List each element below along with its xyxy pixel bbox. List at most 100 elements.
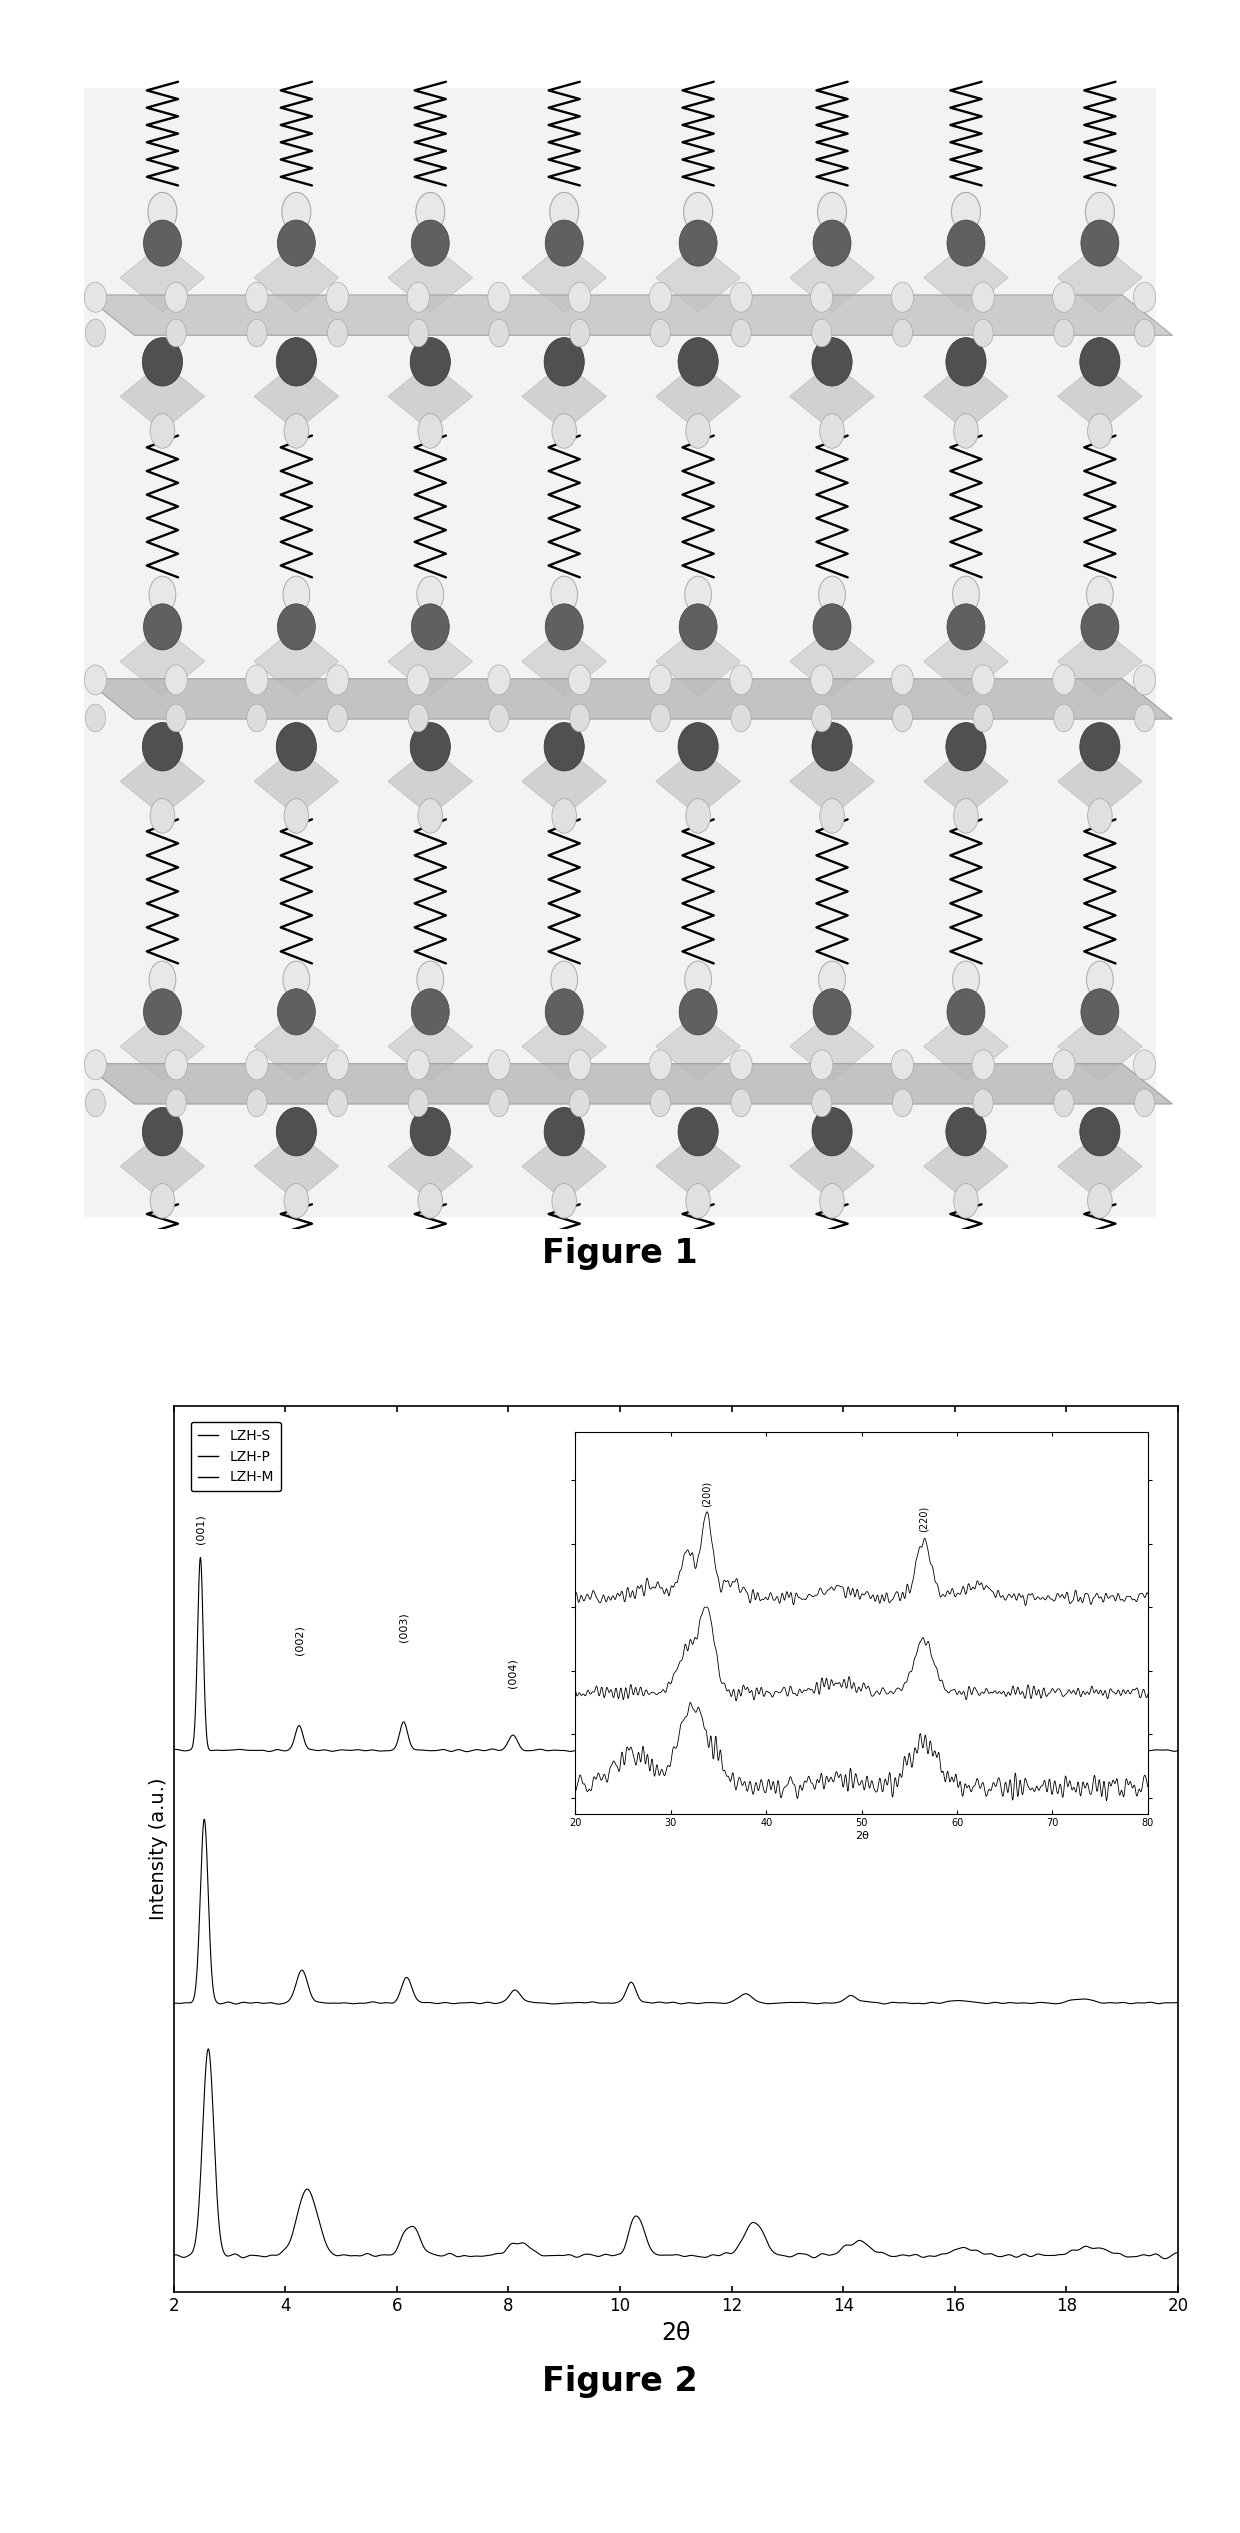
Polygon shape (84, 1064, 1173, 1104)
Ellipse shape (1080, 722, 1120, 770)
Ellipse shape (1135, 319, 1154, 347)
Polygon shape (84, 679, 1173, 719)
Ellipse shape (569, 1089, 590, 1117)
Ellipse shape (246, 666, 268, 694)
Ellipse shape (246, 281, 268, 312)
Ellipse shape (86, 319, 105, 347)
Ellipse shape (166, 319, 186, 347)
Polygon shape (656, 1132, 740, 1201)
Ellipse shape (552, 798, 577, 833)
Polygon shape (790, 243, 874, 312)
Ellipse shape (972, 281, 994, 312)
Ellipse shape (892, 281, 914, 312)
Ellipse shape (972, 1049, 994, 1079)
Polygon shape (84, 294, 1173, 334)
Ellipse shape (1133, 1049, 1156, 1079)
Ellipse shape (1087, 798, 1112, 833)
Ellipse shape (415, 193, 445, 231)
Ellipse shape (552, 1183, 577, 1218)
Ellipse shape (893, 1089, 913, 1117)
Ellipse shape (143, 722, 182, 770)
Ellipse shape (1081, 603, 1118, 651)
Ellipse shape (546, 220, 583, 266)
Ellipse shape (568, 281, 590, 312)
Ellipse shape (283, 575, 310, 613)
Ellipse shape (650, 704, 671, 732)
Ellipse shape (954, 1183, 978, 1218)
Ellipse shape (326, 1049, 348, 1079)
Ellipse shape (650, 281, 672, 312)
Polygon shape (522, 747, 606, 816)
Ellipse shape (811, 666, 833, 694)
Ellipse shape (410, 722, 450, 770)
Polygon shape (924, 243, 1008, 312)
Polygon shape (388, 626, 472, 697)
Ellipse shape (686, 798, 711, 833)
Ellipse shape (277, 722, 316, 770)
Ellipse shape (569, 319, 590, 347)
Ellipse shape (551, 575, 578, 613)
Ellipse shape (407, 666, 429, 694)
Ellipse shape (1081, 988, 1118, 1036)
Ellipse shape (811, 281, 833, 312)
Ellipse shape (326, 666, 348, 694)
Polygon shape (522, 1011, 606, 1082)
Ellipse shape (686, 413, 711, 448)
Text: (003): (003) (398, 1611, 408, 1641)
Ellipse shape (327, 1089, 347, 1117)
Ellipse shape (166, 1089, 186, 1117)
Ellipse shape (487, 1049, 510, 1079)
X-axis label: 2θ: 2θ (661, 2320, 691, 2346)
Polygon shape (388, 243, 472, 312)
Text: Figure 1: Figure 1 (542, 1236, 698, 1272)
Ellipse shape (284, 1183, 309, 1218)
Ellipse shape (278, 603, 315, 651)
Ellipse shape (954, 413, 978, 448)
Ellipse shape (489, 319, 508, 347)
Polygon shape (120, 626, 205, 697)
Polygon shape (254, 1011, 339, 1082)
Polygon shape (790, 626, 874, 697)
Ellipse shape (551, 960, 578, 998)
Ellipse shape (544, 1107, 584, 1155)
Polygon shape (656, 362, 740, 431)
Ellipse shape (246, 1049, 268, 1079)
Ellipse shape (812, 319, 832, 347)
Ellipse shape (1085, 193, 1115, 231)
Polygon shape (1058, 626, 1142, 697)
Polygon shape (1058, 1132, 1142, 1201)
Ellipse shape (952, 575, 980, 613)
Ellipse shape (84, 1049, 107, 1079)
Text: (007): (007) (843, 1677, 854, 1707)
Ellipse shape (812, 1089, 832, 1117)
Ellipse shape (973, 319, 993, 347)
Polygon shape (120, 243, 205, 312)
Polygon shape (790, 362, 874, 431)
Ellipse shape (86, 1089, 105, 1117)
Ellipse shape (247, 1089, 267, 1117)
Ellipse shape (680, 220, 717, 266)
Ellipse shape (143, 1107, 182, 1155)
Ellipse shape (947, 988, 985, 1036)
Polygon shape (254, 362, 339, 431)
Ellipse shape (546, 988, 583, 1036)
Ellipse shape (818, 575, 846, 613)
FancyBboxPatch shape (84, 89, 1156, 1216)
Ellipse shape (546, 603, 583, 651)
Ellipse shape (408, 1089, 428, 1117)
Ellipse shape (811, 1049, 833, 1079)
Polygon shape (388, 362, 472, 431)
Polygon shape (924, 626, 1008, 697)
Ellipse shape (1135, 1089, 1154, 1117)
Ellipse shape (1086, 575, 1114, 613)
Polygon shape (522, 1132, 606, 1201)
Ellipse shape (418, 413, 443, 448)
Text: (005): (005) (624, 1639, 634, 1669)
Ellipse shape (650, 1049, 672, 1079)
Polygon shape (924, 362, 1008, 431)
Polygon shape (790, 1011, 874, 1082)
Polygon shape (924, 747, 1008, 816)
Ellipse shape (893, 319, 913, 347)
Ellipse shape (418, 798, 443, 833)
Ellipse shape (150, 798, 175, 833)
